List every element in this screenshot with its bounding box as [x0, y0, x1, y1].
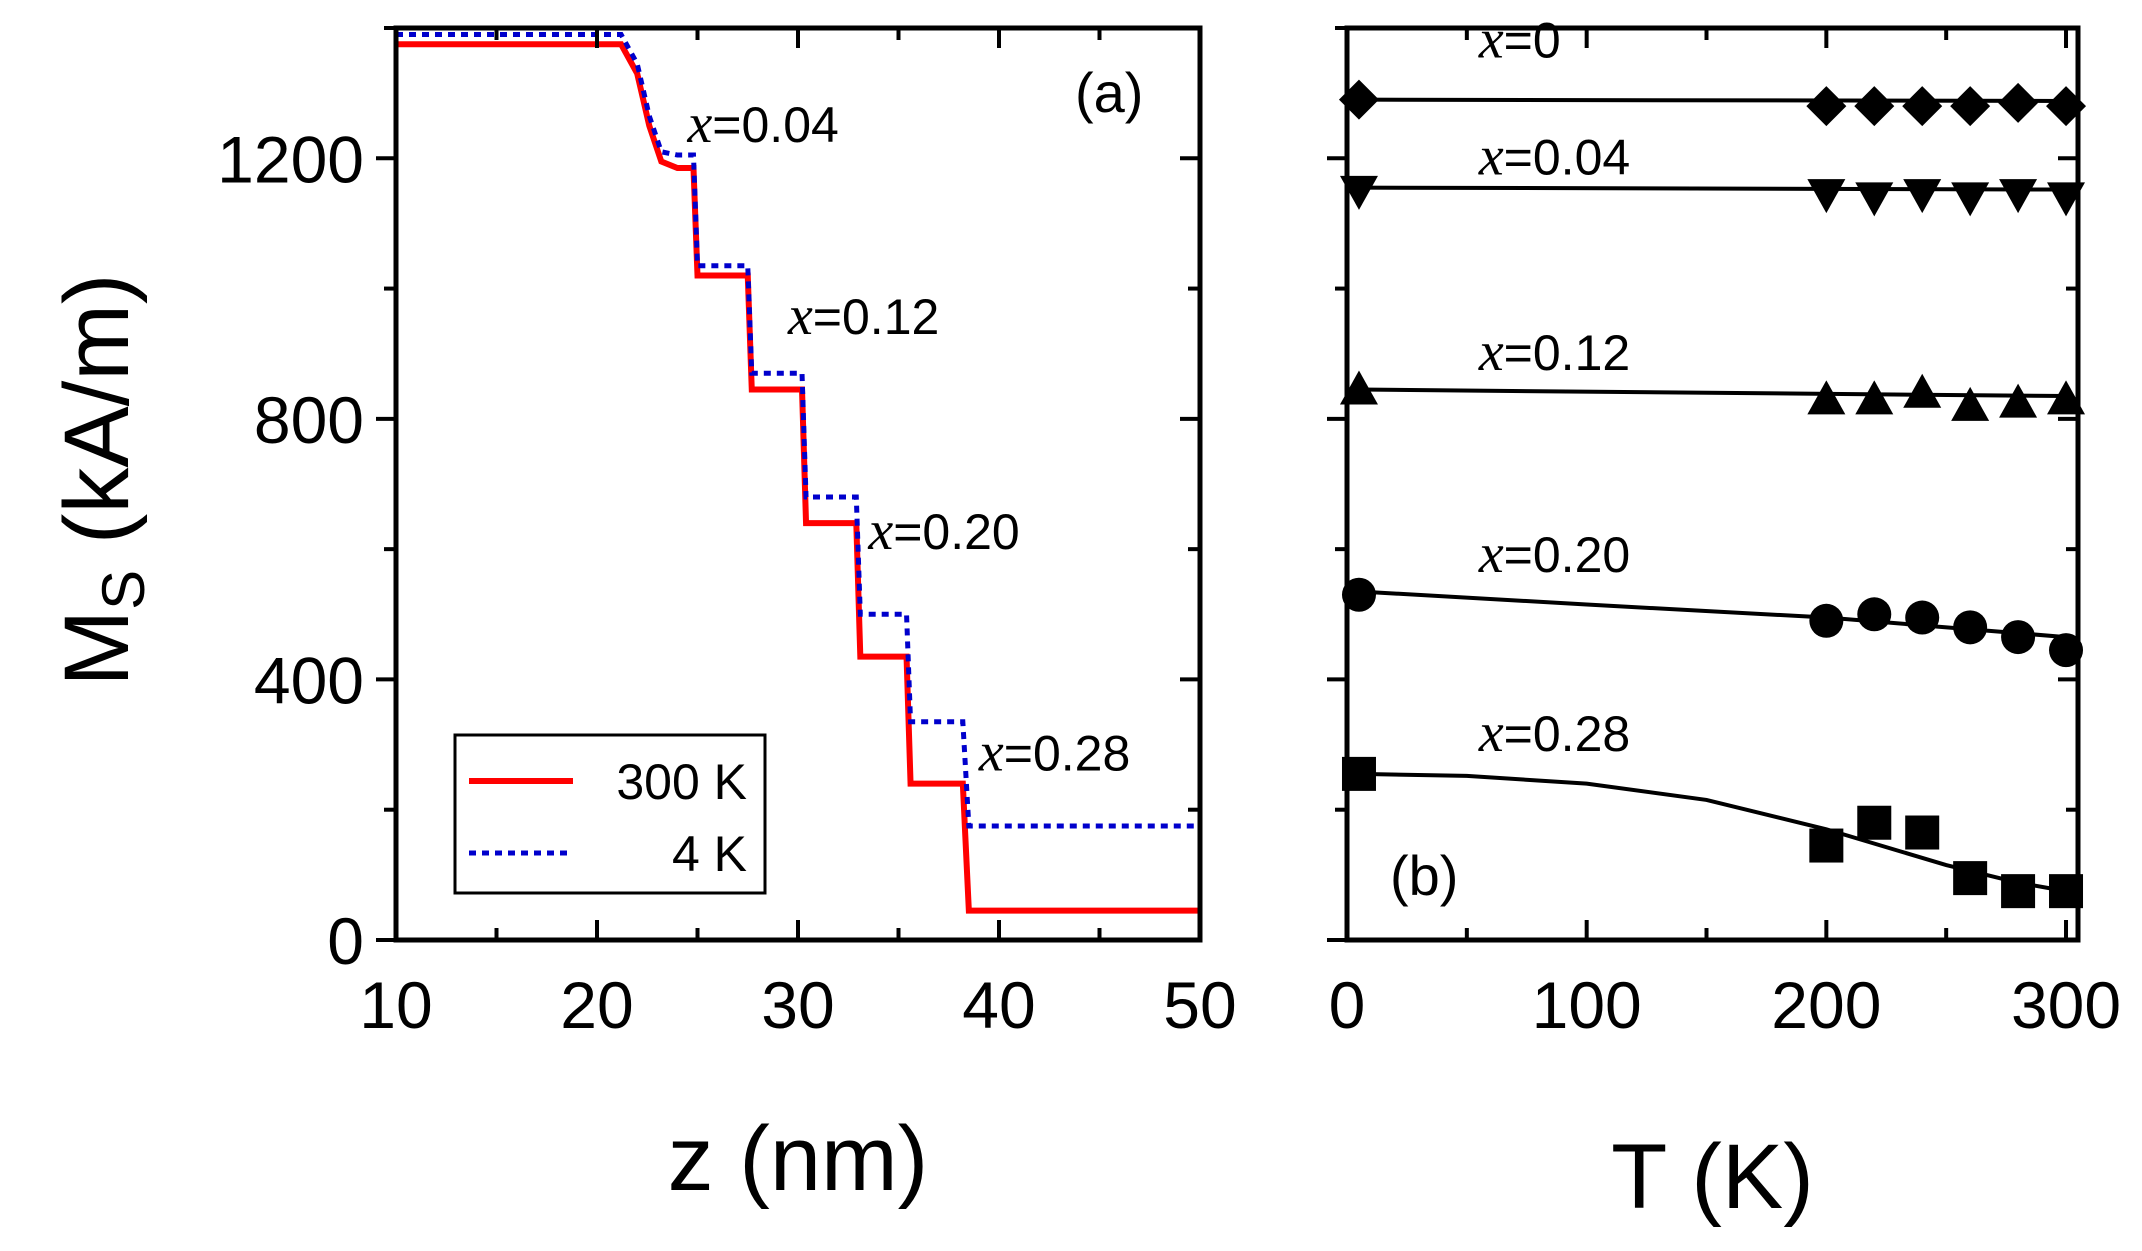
y-axis-title-text: MS (kA/m): [46, 273, 157, 686]
x-tick-label: 300: [2011, 968, 2121, 1042]
data-point-triangle-up: [1951, 386, 1990, 421]
annotation-a: x=0.12: [787, 285, 939, 347]
y-axis-title-main: M: [46, 610, 148, 687]
annotation-variable: x: [1478, 321, 1504, 383]
annotation-variable: x: [867, 500, 893, 562]
data-point-diamond: [1854, 86, 1895, 127]
annotation-variable: x: [1478, 523, 1504, 585]
annotation-variable: x: [1478, 702, 1504, 764]
data-point-triangle-down: [1855, 182, 1894, 217]
data-point-triangle-down: [1951, 182, 1990, 217]
data-point-triangle-down: [1999, 179, 2038, 214]
annotation-variable: x: [787, 285, 813, 347]
data-point-triangle-up: [1807, 380, 1846, 415]
data-point-circle: [1341, 577, 1376, 612]
data-point-triangle-up: [1855, 380, 1894, 415]
panel-label-a: (a): [1075, 61, 1143, 124]
annotation-value: =0.20: [1504, 527, 1631, 583]
y-tick-label: 400: [254, 643, 364, 717]
data-point-circle: [1857, 597, 1892, 632]
annotation-value: =0.12: [1504, 325, 1631, 381]
plot-frame-b: [1344, 25, 2081, 943]
panel-label-b: (b): [1390, 844, 1458, 907]
x-axis-title-b: T (K): [1611, 1126, 1814, 1228]
y-tick-label: 1200: [217, 122, 364, 196]
data-point-square: [1857, 805, 1892, 840]
y-axis-title-units: (kA/m): [46, 273, 148, 569]
legend-box: [453, 733, 767, 895]
fit-line: [1358, 97, 2067, 103]
x-tick-label: 30: [761, 968, 834, 1042]
annotation-value: =0.04: [712, 97, 839, 153]
annotation-value: =0.28: [1504, 706, 1631, 762]
y-tick-label: 800: [254, 383, 364, 457]
x-tick-label: 20: [560, 968, 633, 1042]
x-tick-label: 100: [1532, 968, 1642, 1042]
data-point-triangle-up: [1903, 373, 1942, 408]
data-point-diamond: [1806, 86, 1847, 127]
series-line-300k: [396, 41, 1200, 914]
annotation-b: x=0.28: [1478, 702, 1630, 764]
y-axis-title-sub: S: [90, 570, 157, 610]
data-point-circle: [2049, 633, 2084, 668]
annotation-variable: x: [686, 93, 712, 155]
x-tick-label: 0: [1329, 968, 1366, 1042]
data-point-square: [1953, 861, 1988, 896]
annotation-variable: x: [1478, 126, 1504, 188]
annotation-value: =0.12: [813, 289, 940, 345]
x-tick-label: 200: [1771, 968, 1881, 1042]
fit-line: [1358, 589, 2067, 640]
annotation-value: =0: [1504, 12, 1561, 68]
annotation-a: x=0.04: [686, 93, 838, 155]
annotation-value: =0.04: [1504, 130, 1631, 186]
data-point-circle: [2001, 620, 2036, 655]
y-tick-label: 0: [327, 904, 364, 978]
x-tick-label: 50: [1163, 968, 1236, 1042]
annotation-b: x=0: [1478, 8, 1561, 70]
data-point-triangle-up: [1999, 383, 2038, 418]
y-axis-title: MS (kA/m): [46, 273, 157, 686]
x-axis-title-a: z (nm): [668, 1108, 929, 1210]
data-point-diamond: [1902, 86, 1943, 127]
data-point-diamond: [1998, 82, 2039, 123]
data-point-circle: [1953, 610, 1988, 645]
data-point-square: [2001, 874, 2036, 909]
data-point-triangle-down: [1903, 179, 1942, 214]
fit-line: [1358, 387, 2067, 399]
annotation-value: =0.20: [893, 504, 1020, 560]
annotation-a: x=0.20: [867, 500, 1019, 562]
series-line-4k: [396, 32, 1200, 829]
annotation-b: x=0.04: [1478, 126, 1630, 188]
annotation-a: x=0.28: [978, 722, 1130, 784]
data-point-circle: [1809, 603, 1844, 638]
x-tick-label: 40: [962, 968, 1035, 1042]
data-point-square: [1809, 828, 1844, 863]
legend-label: 4 K: [672, 826, 747, 882]
annotation-variable: x: [978, 722, 1004, 784]
annotation-value: =0.28: [1004, 726, 1131, 782]
data-point-triangle-down: [1807, 179, 1846, 214]
x-tick-label: 10: [359, 968, 432, 1042]
fit-line: [1358, 185, 2067, 192]
legend-label: 300 K: [616, 754, 747, 810]
data-point-diamond: [1950, 86, 1991, 127]
annotation-b: x=0.12: [1478, 321, 1630, 383]
annotation-b: x=0.20: [1478, 523, 1630, 585]
data-point-circle: [1905, 600, 1940, 635]
annotation-variable: x: [1478, 8, 1504, 70]
data-point-square: [1905, 815, 1940, 850]
